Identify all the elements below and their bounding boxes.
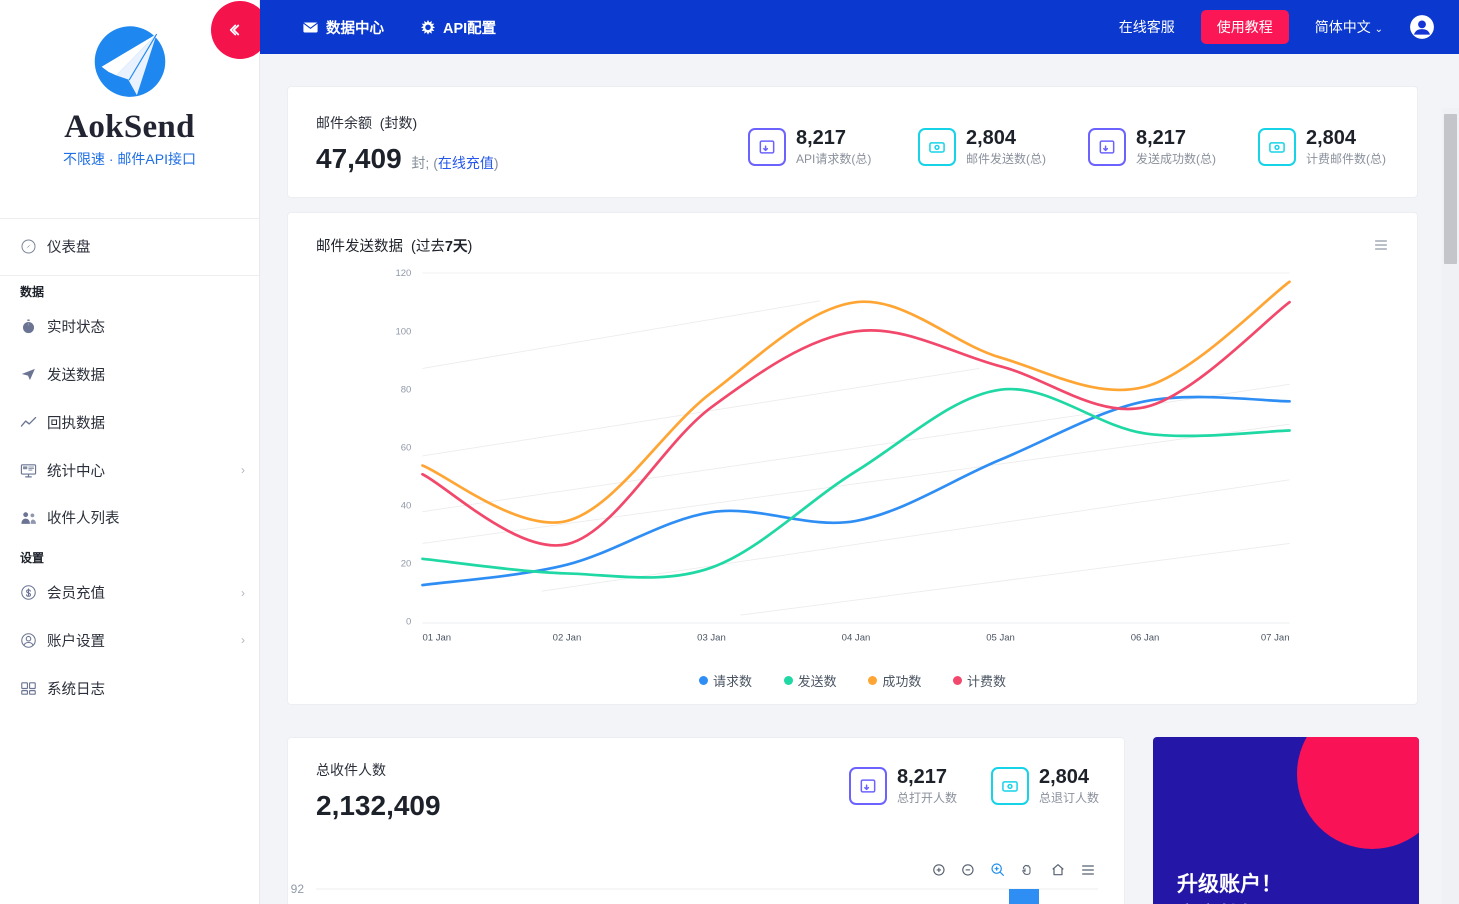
svg-text:40: 40 xyxy=(401,500,412,511)
svg-text:05 Jan: 05 Jan xyxy=(986,633,1015,644)
svg-text:120: 120 xyxy=(395,268,411,279)
svg-text:01 Jan: 01 Jan xyxy=(422,633,451,644)
svg-text:06 Jan: 06 Jan xyxy=(1131,633,1160,644)
svg-text:03 Jan: 03 Jan xyxy=(697,633,726,644)
svg-text:0: 0 xyxy=(406,617,411,628)
svg-text:92: 92 xyxy=(291,882,305,896)
svg-text:80: 80 xyxy=(401,384,412,395)
svg-text:02 Jan: 02 Jan xyxy=(553,633,582,644)
svg-text:100: 100 xyxy=(395,326,411,337)
svg-text:60: 60 xyxy=(401,442,412,453)
svg-text:04 Jan: 04 Jan xyxy=(842,633,871,644)
svg-text:07 Jan: 07 Jan xyxy=(1261,633,1290,644)
svg-text:20: 20 xyxy=(401,559,412,570)
